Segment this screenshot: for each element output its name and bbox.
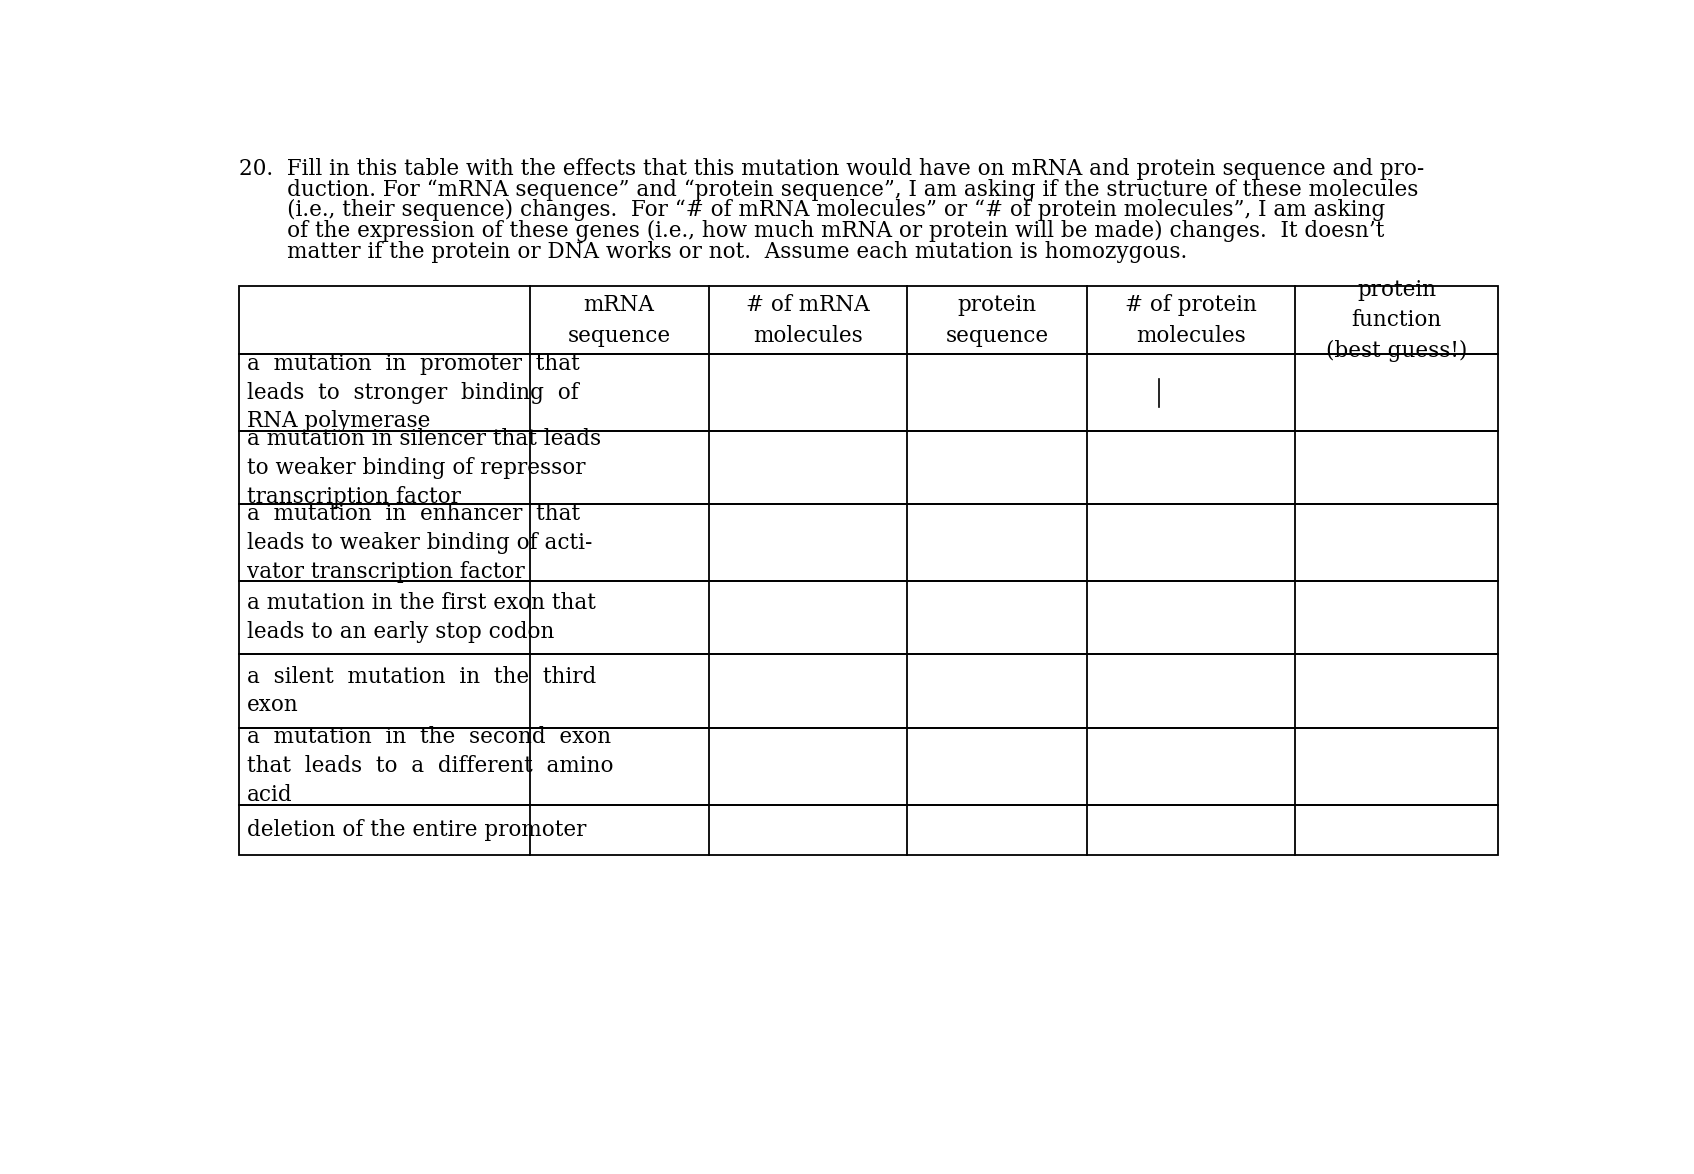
Text: a  mutation  in  the  second  exon
that  leads  to  a  different  amino
acid: a mutation in the second exon that leads…	[247, 727, 613, 805]
Text: a mutation in the first exon that
leads to an early stop codon: a mutation in the first exon that leads …	[247, 593, 596, 643]
Text: # of mRNA
molecules: # of mRNA molecules	[745, 294, 869, 346]
Bar	[239, 581, 1497, 654]
Bar	[239, 431, 1497, 505]
Bar	[239, 286, 1497, 355]
Text: of the expression of these genes (i.e., how much mRNA or protein will be made) c: of the expression of these genes (i.e., …	[239, 221, 1384, 242]
Text: a mutation in silencer that leads
to weaker binding of repressor
transcription f: a mutation in silencer that leads to wea…	[247, 429, 601, 507]
Bar	[239, 804, 1497, 855]
Text: matter if the protein or DNA works or not.  Assume each mutation is homozygous.: matter if the protein or DNA works or no…	[239, 241, 1187, 263]
Text: (i.e., their sequence) changes.  For “# of mRNA molecules” or “# of protein mole: (i.e., their sequence) changes. For “# o…	[239, 200, 1386, 222]
Bar	[239, 728, 1497, 804]
Text: protein
sequence: protein sequence	[945, 294, 1049, 346]
Text: protein
function
(best guess!): protein function (best guess!)	[1326, 278, 1467, 362]
Text: a  mutation  in  enhancer  that
leads to weaker binding of acti-
vator transcrip: a mutation in enhancer that leads to wea…	[247, 502, 591, 582]
Bar	[239, 355, 1497, 431]
Bar	[239, 505, 1497, 581]
Text: deletion of the entire promoter: deletion of the entire promoter	[247, 818, 586, 841]
Text: duction. For “mRNA sequence” and “protein sequence”, I am asking if the structur: duction. For “mRNA sequence” and “protei…	[239, 178, 1418, 201]
Text: # of protein
molecules: # of protein molecules	[1125, 294, 1257, 346]
Text: a  mutation  in  promoter  that
leads  to  stronger  binding  of
RNA polymerase: a mutation in promoter that leads to str…	[247, 353, 579, 432]
Bar	[239, 654, 1497, 728]
Text: 20.  Fill in this table with the effects that this mutation would have on mRNA a: 20. Fill in this table with the effects …	[239, 157, 1425, 180]
Text: mRNA
sequence: mRNA sequence	[567, 294, 671, 346]
Text: a  silent  mutation  in  the  third
exon: a silent mutation in the third exon	[247, 666, 596, 716]
